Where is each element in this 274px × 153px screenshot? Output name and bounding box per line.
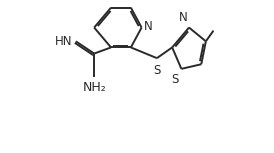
Text: N: N (179, 11, 187, 24)
Text: S: S (171, 73, 178, 86)
Text: N: N (143, 20, 152, 32)
Text: S: S (153, 64, 161, 77)
Text: NH₂: NH₂ (82, 81, 106, 94)
Text: HN: HN (55, 35, 73, 48)
